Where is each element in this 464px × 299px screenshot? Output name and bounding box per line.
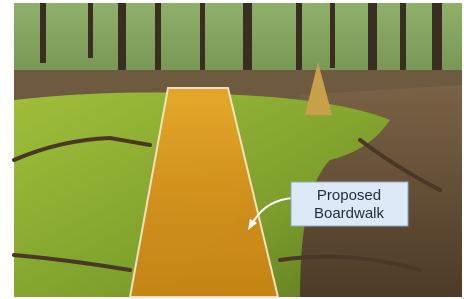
callout-line: Boardwalk — [314, 205, 385, 222]
photo: Proposed Boardwalk — [0, 0, 464, 299]
image-frame: Proposed Boardwalk — [14, 3, 462, 297]
callout-line: Proposed — [317, 187, 381, 204]
